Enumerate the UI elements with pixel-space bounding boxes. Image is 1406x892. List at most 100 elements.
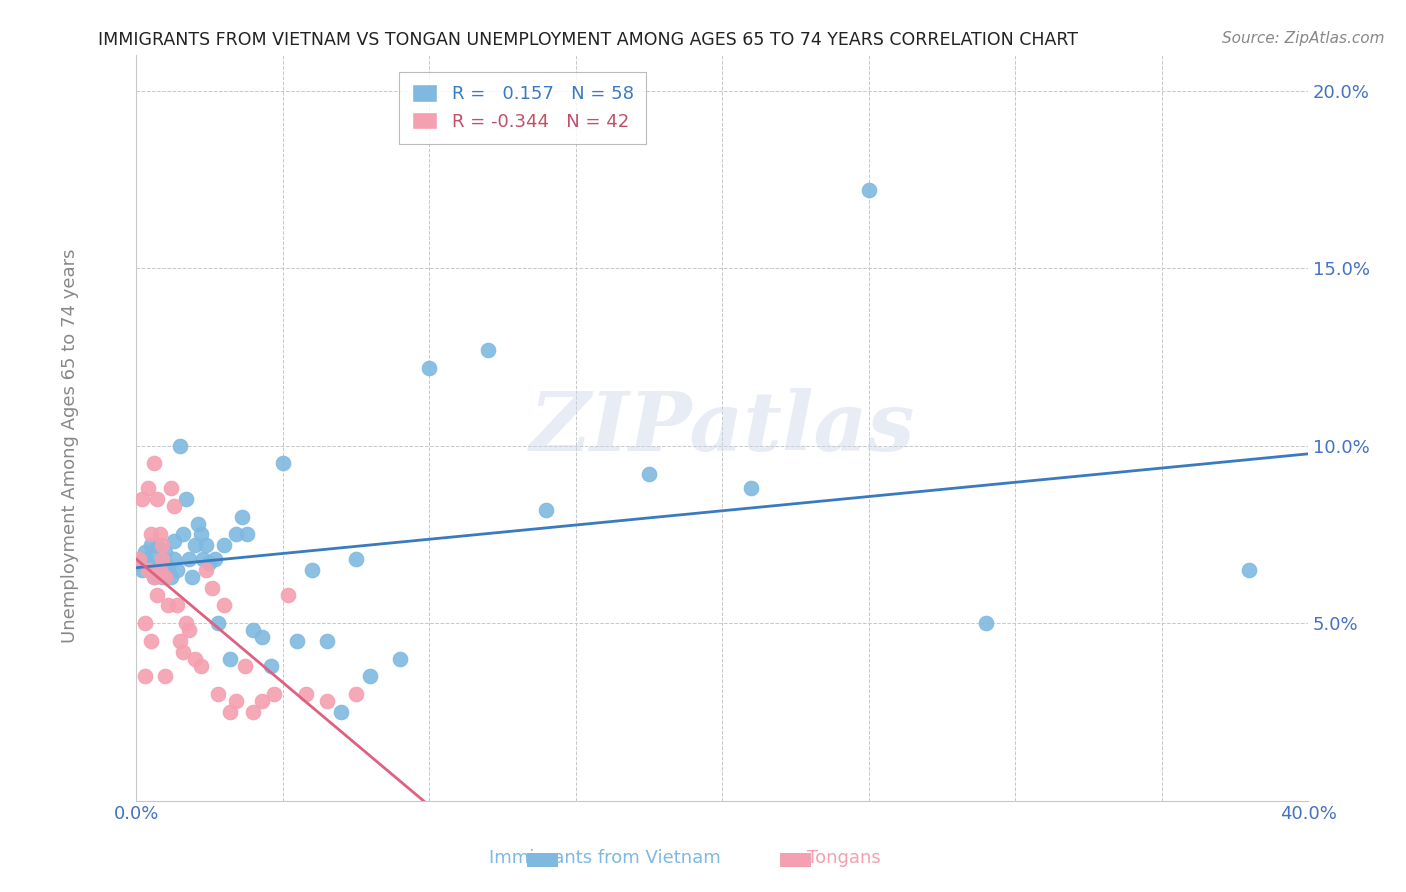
Point (155, 556, 177, 570)
Point (260, 658, 283, 673)
Point (155, 545, 177, 559)
Point (131, 563, 153, 577)
Point (142, 456, 165, 470)
Point (212, 538, 235, 552)
Point (212, 599, 235, 613)
Point (152, 570, 174, 584)
Point (242, 624, 264, 638)
Text: ZIPatlas: ZIPatlas (529, 388, 915, 468)
Point (285, 633, 308, 648)
Point (360, 669, 382, 683)
Point (139, 538, 162, 552)
Point (174, 616, 197, 631)
Point (163, 552, 186, 566)
Point (1239, 563, 1261, 577)
Point (388, 651, 411, 665)
Point (183, 651, 205, 665)
Text: Immigrants from Vietnam: Immigrants from Vietnam (489, 849, 720, 867)
Point (136, 559, 159, 574)
Point (145, 491, 167, 506)
Point (637, 467, 659, 481)
Text: Unemployment Among Ages 65 to 74 years: Unemployment Among Ages 65 to 74 years (62, 249, 79, 643)
Point (263, 687, 285, 701)
Point (177, 552, 200, 566)
Point (344, 687, 367, 701)
Point (157, 599, 180, 613)
Point (330, 705, 353, 719)
Point (315, 694, 337, 708)
Point (152, 552, 174, 566)
Text: Tongans: Tongans (807, 849, 880, 867)
Point (136, 481, 159, 495)
Point (301, 563, 323, 577)
Point (190, 527, 212, 541)
Point (344, 552, 367, 566)
Point (207, 687, 229, 701)
Point (418, 360, 440, 375)
Point (128, 552, 150, 566)
Point (536, 502, 558, 516)
Point (139, 633, 162, 648)
Point (277, 588, 299, 602)
Point (148, 563, 170, 577)
Point (145, 588, 167, 602)
Point (177, 624, 200, 638)
Point (128, 556, 150, 570)
Legend: R =   0.157   N = 58, R = -0.344   N = 42: R = 0.157 N = 58, R = -0.344 N = 42 (399, 71, 647, 144)
Point (169, 633, 191, 648)
Point (172, 644, 194, 658)
Point (218, 705, 240, 719)
Point (148, 563, 170, 577)
Point (134, 616, 156, 631)
Point (145, 559, 167, 574)
Point (152, 538, 174, 552)
Point (740, 481, 762, 495)
Point (250, 630, 273, 644)
Point (166, 599, 188, 613)
Point (250, 694, 273, 708)
Point (155, 570, 177, 584)
Point (145, 538, 167, 552)
Point (160, 570, 183, 584)
Point (166, 563, 188, 577)
Point (207, 616, 229, 631)
Point (142, 570, 165, 584)
Point (142, 549, 165, 563)
Point (169, 439, 191, 453)
Point (163, 499, 186, 513)
Point (236, 527, 259, 541)
Text: Source: ZipAtlas.com: Source: ZipAtlas.com (1222, 31, 1385, 46)
Point (139, 563, 162, 577)
Point (218, 651, 240, 665)
Point (242, 705, 264, 719)
Point (225, 527, 247, 541)
Point (271, 456, 294, 470)
Point (136, 563, 159, 577)
Point (160, 481, 183, 495)
Point (858, 183, 880, 197)
Point (233, 658, 256, 673)
Point (134, 552, 156, 566)
Point (131, 491, 153, 506)
Point (139, 527, 162, 541)
Point (183, 538, 205, 552)
Point (193, 552, 215, 566)
Point (148, 527, 170, 541)
Point (172, 527, 194, 541)
Point (163, 534, 186, 549)
Point (974, 616, 997, 631)
Point (155, 669, 177, 683)
Point (187, 516, 209, 531)
Point (315, 633, 337, 648)
Point (225, 694, 247, 708)
Point (477, 343, 499, 357)
Point (180, 570, 202, 584)
Point (231, 509, 253, 524)
Text: IMMIGRANTS FROM VIETNAM VS TONGAN UNEMPLOYMENT AMONG AGES 65 TO 74 YEARS CORRELA: IMMIGRANTS FROM VIETNAM VS TONGAN UNEMPL… (98, 31, 1078, 49)
Point (142, 570, 165, 584)
Point (134, 669, 156, 683)
Point (198, 556, 221, 570)
Point (195, 538, 218, 552)
Point (157, 563, 180, 577)
Point (204, 552, 226, 566)
